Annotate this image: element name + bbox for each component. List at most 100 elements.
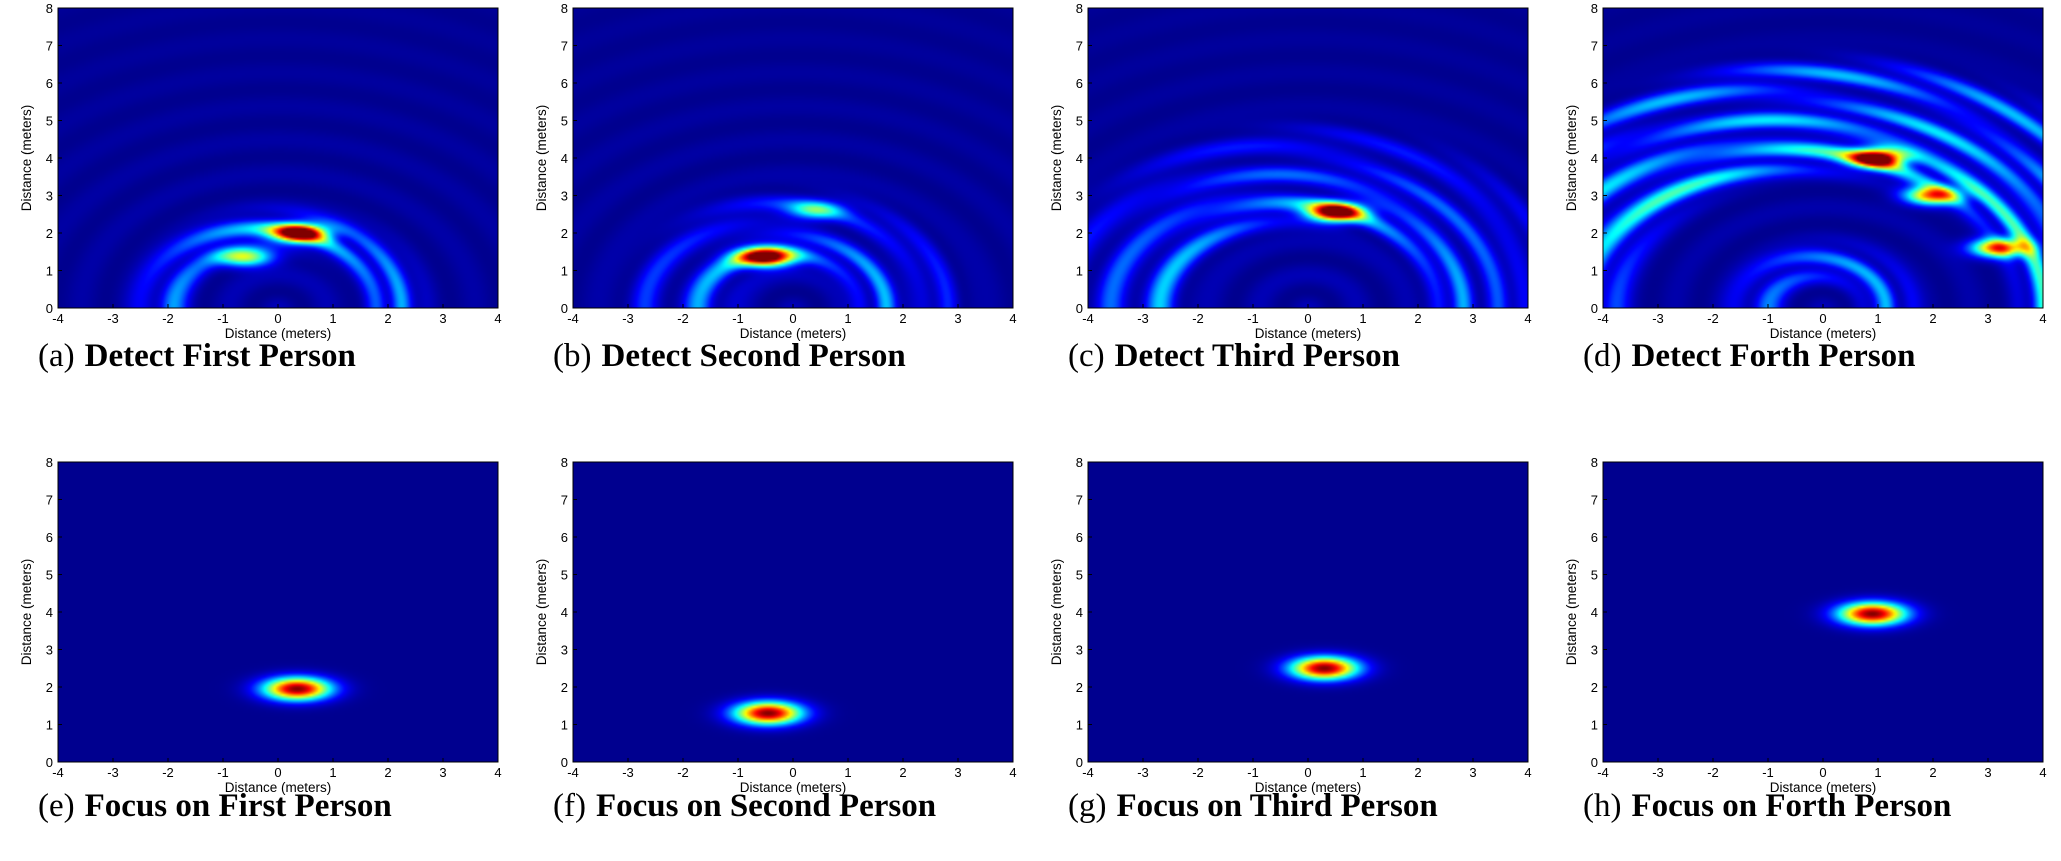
- x-tick-label: 4: [494, 765, 501, 780]
- y-tick-label: 7: [561, 39, 568, 54]
- x-tick-label: -3: [107, 765, 119, 780]
- chart-g: -4 -3 -2 -1 0 1 2 3 4 0 1 2 3 4 5 6 7 8 Distance (meters) D…: [1049, 455, 1532, 795]
- y-tick-label: 5: [1076, 114, 1083, 129]
- y-tick-label: 1: [1076, 718, 1083, 733]
- y-tick-label: 3: [46, 643, 53, 658]
- caption-letter: (g): [1068, 788, 1107, 824]
- x-tick-label: -2: [1192, 311, 1204, 326]
- y-tick-label: 6: [1591, 76, 1598, 91]
- x-tick-label: -1: [1762, 765, 1774, 780]
- y-tick-label: 5: [561, 568, 568, 583]
- x-tick-label: 1: [1359, 311, 1366, 326]
- y-tick-label: 5: [1591, 568, 1598, 583]
- y-tick-label: 2: [46, 226, 53, 241]
- x-tick-label: -2: [162, 311, 174, 326]
- heatmap-image: [1088, 8, 1528, 308]
- x-tick-label: -3: [622, 765, 634, 780]
- x-tick-label: -4: [1082, 765, 1094, 780]
- y-tick-label: 6: [1076, 76, 1083, 91]
- x-tick-label: -4: [567, 311, 579, 326]
- y-tick-label: 7: [1591, 493, 1598, 508]
- y-tick-label: 1: [46, 718, 53, 733]
- y-tick-label: 2: [1591, 226, 1598, 241]
- y-tick-label: 2: [561, 680, 568, 695]
- heatmap-image: [573, 462, 1013, 762]
- y-tick-label: 2: [1591, 680, 1598, 695]
- y-tick-label: 0: [46, 301, 53, 316]
- x-tick-label: 0: [274, 311, 281, 326]
- caption-letter: (d): [1583, 338, 1622, 374]
- x-tick-label: 2: [1929, 765, 1936, 780]
- x-tick-label: -3: [107, 311, 119, 326]
- y-tick-label: 7: [46, 39, 53, 54]
- heatmap-image: [58, 8, 498, 308]
- y-tick-label: 6: [46, 76, 53, 91]
- y-tick-label: 1: [561, 264, 568, 279]
- x-axis-label: Distance (meters): [225, 326, 332, 341]
- caption-h: (h) Focus on Forth Person: [1583, 788, 2061, 825]
- x-tick-label: 0: [1304, 311, 1311, 326]
- x-axis-label: Distance (meters): [1255, 326, 1362, 341]
- caption-letter: (c): [1068, 338, 1105, 374]
- y-tick-label: 7: [1591, 39, 1598, 54]
- caption-b: (b) Detect Second Person: [553, 338, 1033, 375]
- y-tick-label: 8: [1591, 455, 1598, 470]
- y-tick-label: 8: [46, 1, 53, 16]
- y-tick-label: 8: [46, 455, 53, 470]
- x-tick-label: 0: [789, 311, 796, 326]
- x-tick-label: 2: [384, 765, 391, 780]
- x-tick-label: 3: [1984, 311, 1991, 326]
- x-tick-label: -2: [1192, 765, 1204, 780]
- x-tick-label: -1: [1247, 765, 1259, 780]
- x-tick-label: 4: [2039, 311, 2046, 326]
- y-tick-label: 7: [561, 493, 568, 508]
- heatmap-image: [1603, 8, 2043, 308]
- y-tick-label: 4: [1076, 605, 1083, 620]
- x-tick-label: -3: [1137, 765, 1149, 780]
- x-tick-label: 4: [1524, 765, 1531, 780]
- y-axis-label: Distance (meters): [534, 105, 549, 212]
- x-tick-label: 3: [1984, 765, 1991, 780]
- y-tick-label: 3: [1076, 643, 1083, 658]
- x-tick-label: 3: [1469, 765, 1476, 780]
- y-tick-label: 3: [1591, 643, 1598, 658]
- y-tick-label: 6: [1591, 530, 1598, 545]
- y-tick-label: 2: [46, 680, 53, 695]
- x-tick-label: -4: [1597, 311, 1609, 326]
- y-tick-label: 4: [46, 605, 53, 620]
- y-tick-label: 4: [1076, 151, 1083, 166]
- y-tick-label: 7: [1076, 493, 1083, 508]
- y-tick-label: 0: [1591, 301, 1598, 316]
- x-tick-label: 0: [274, 765, 281, 780]
- chart-h: -4 -3 -2 -1 0 1 2 3 4 0 1 2 3 4 5 6 7 8 Distance (meters) D…: [1564, 455, 2047, 795]
- x-tick-label: -1: [732, 311, 744, 326]
- x-tick-label: 4: [1009, 311, 1016, 326]
- caption-text: Focus on Forth Person: [1631, 788, 1952, 824]
- y-tick-label: 1: [561, 718, 568, 733]
- y-tick-label: 0: [561, 755, 568, 770]
- y-tick-label: 3: [561, 189, 568, 204]
- x-tick-label: -4: [1597, 765, 1609, 780]
- caption-letter: (e): [38, 788, 75, 824]
- x-tick-label: -2: [162, 765, 174, 780]
- x-tick-label: -2: [677, 311, 689, 326]
- heatmap-image: [58, 462, 498, 762]
- y-tick-label: 3: [1591, 189, 1598, 204]
- y-axis-label: Distance (meters): [1049, 559, 1064, 666]
- y-tick-label: 8: [561, 455, 568, 470]
- x-tick-label: 1: [844, 765, 851, 780]
- x-tick-label: 0: [1819, 311, 1826, 326]
- chart-f: -4 -3 -2 -1 0 1 2 3 4 0 1 2 3 4 5 6 7 8 Distance (meters) D…: [534, 455, 1017, 795]
- heatmap-image: [1603, 462, 2043, 762]
- y-tick-label: 0: [1076, 301, 1083, 316]
- y-tick-label: 8: [1076, 1, 1083, 16]
- x-tick-label: 1: [1359, 765, 1366, 780]
- x-tick-label: -2: [677, 765, 689, 780]
- y-tick-label: 5: [1076, 568, 1083, 583]
- x-tick-label: 2: [1414, 311, 1421, 326]
- x-tick-label: -1: [732, 765, 744, 780]
- x-tick-label: -3: [1652, 311, 1664, 326]
- caption-text: Detect Second Person: [601, 338, 906, 374]
- y-tick-label: 4: [561, 605, 568, 620]
